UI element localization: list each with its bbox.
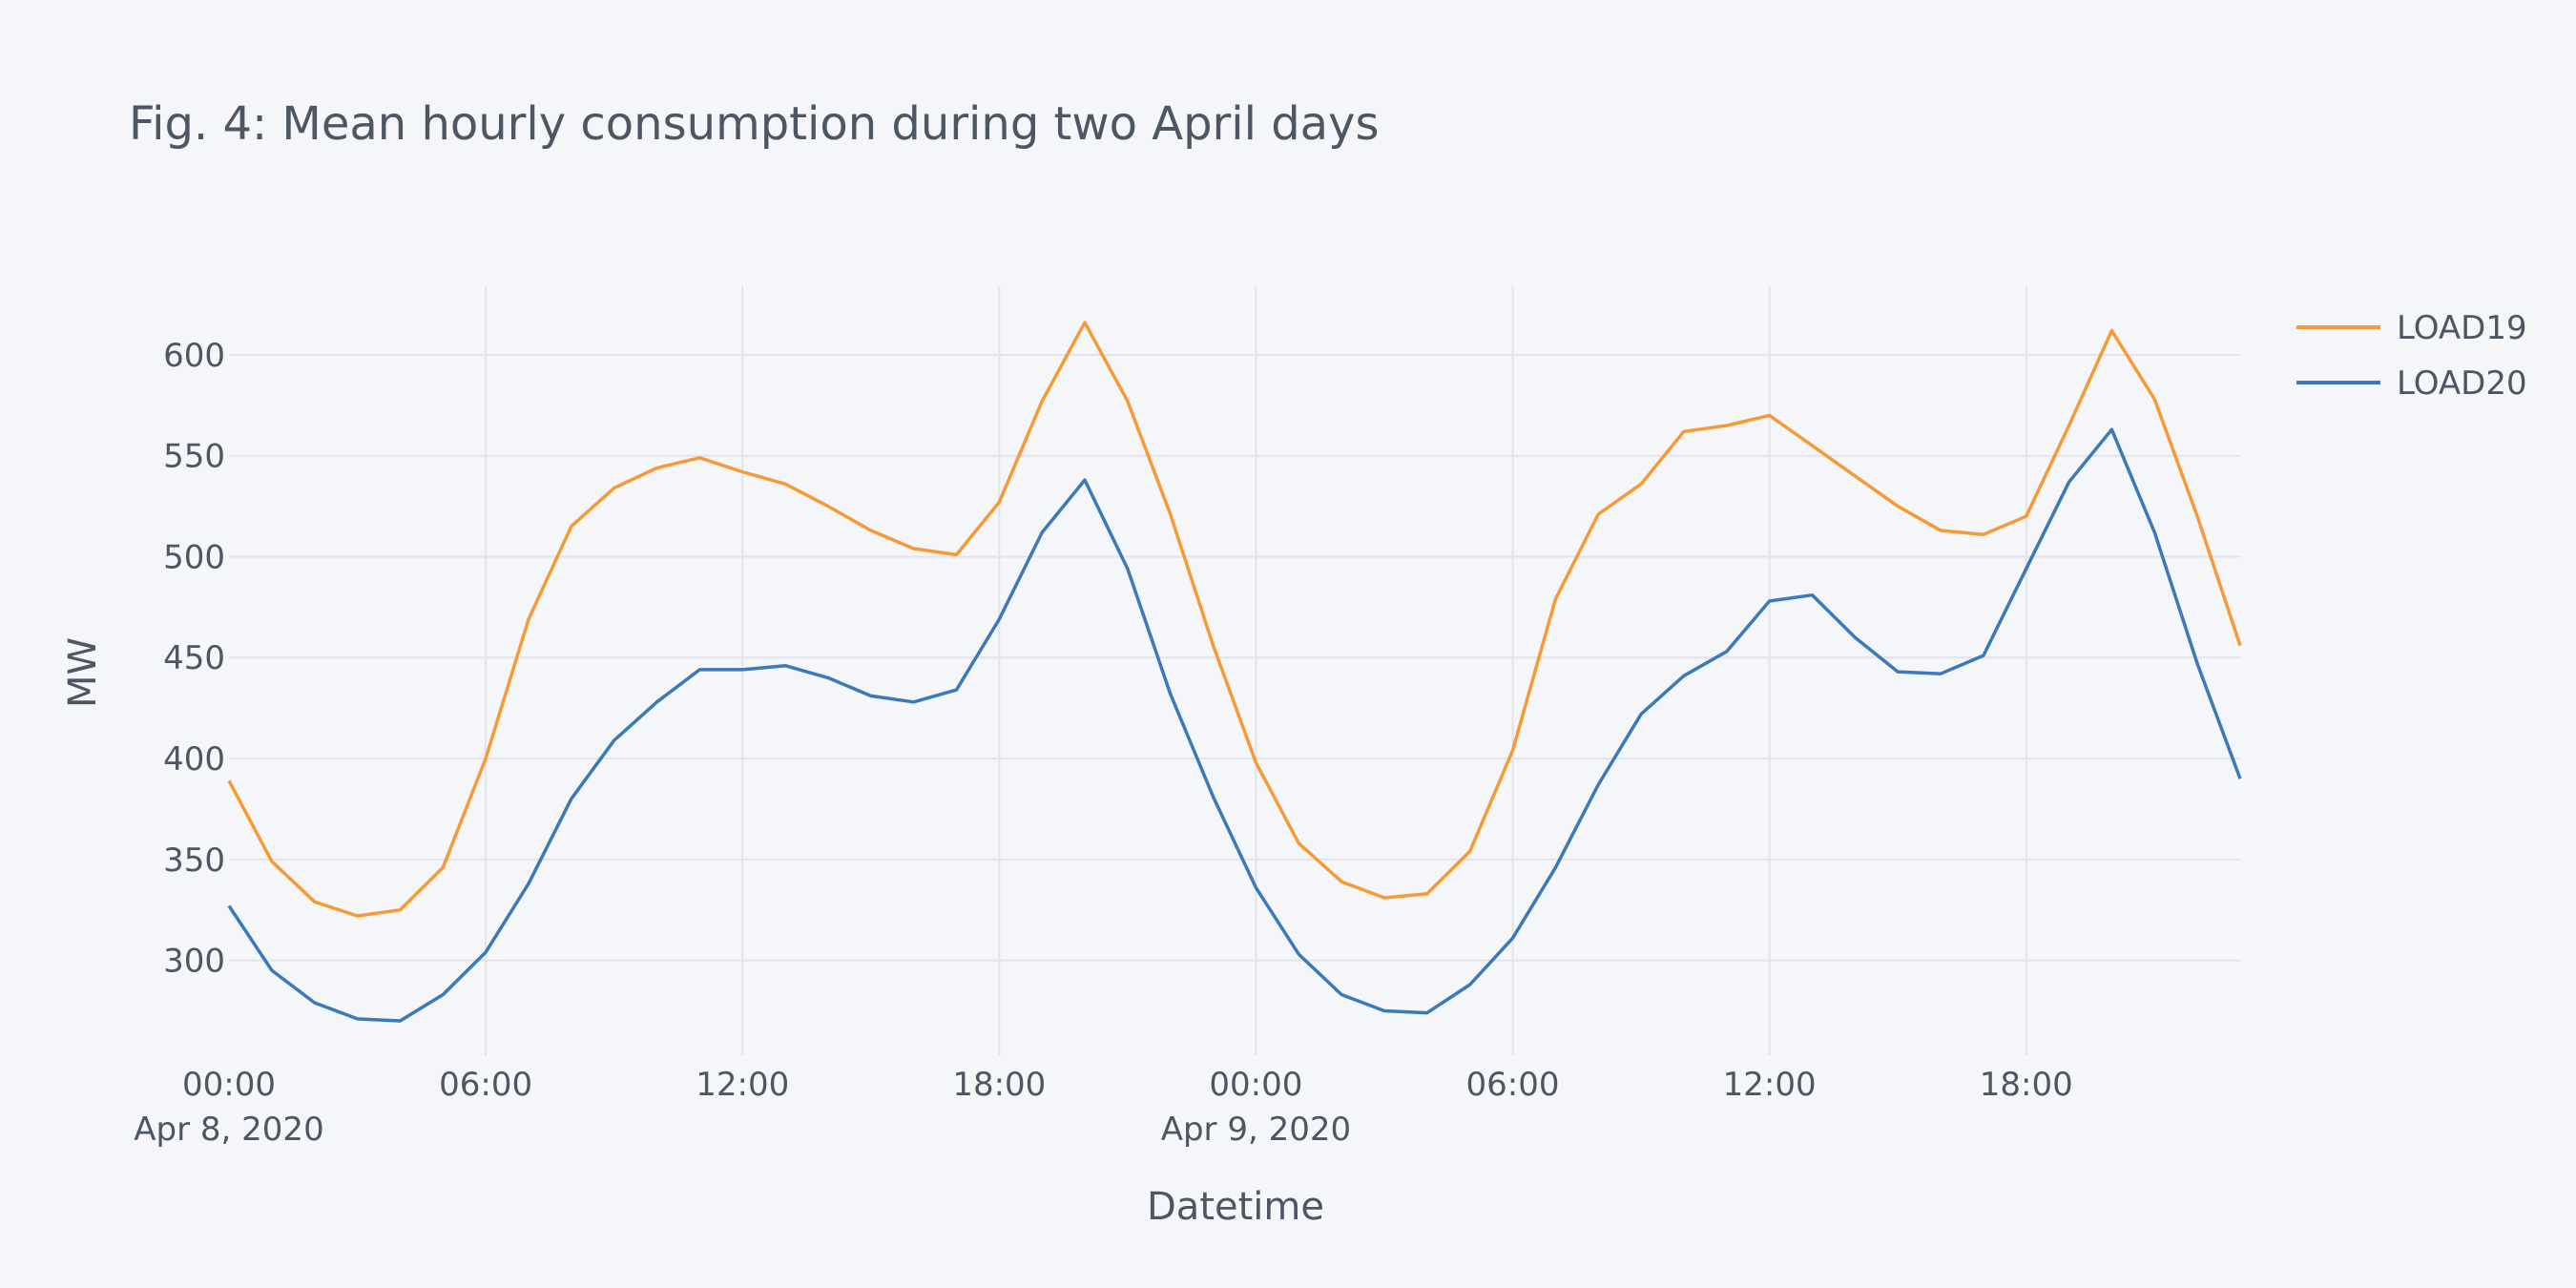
y-tick-label: 450 xyxy=(163,639,225,677)
y-tick-label: 500 xyxy=(163,538,225,576)
chart-title: Fig. 4: Mean hourly consumption during t… xyxy=(129,97,1380,151)
y-gridlines xyxy=(229,353,2240,962)
series-line-load20 xyxy=(227,427,2242,1023)
x-tick-label: 18:00 xyxy=(952,1066,1046,1104)
x-tick-label: 06:00 xyxy=(439,1066,532,1104)
legend-label-load20: LOAD20 xyxy=(2397,364,2527,403)
y-tick-label: 600 xyxy=(163,337,225,375)
x-tick-label: 12:00 xyxy=(696,1066,789,1104)
x-axis-ticks: 00:00 Apr 8, 2020 06:00 12:00 18:00 00:00 Apr … xyxy=(134,1066,2072,1149)
y-tick-label: 550 xyxy=(163,438,225,476)
y-axis-title: MW xyxy=(61,637,105,708)
x-tick-label: 00:00 xyxy=(1209,1066,1302,1104)
y-tick-label: 300 xyxy=(163,943,225,981)
series-lines xyxy=(227,321,2242,1023)
legend-label-load19: LOAD19 xyxy=(2397,309,2527,347)
x-axis-title: Datetime xyxy=(1147,1185,1324,1229)
legend: LOAD19 LOAD20 xyxy=(2296,309,2527,403)
x-tick-label: 00:00 xyxy=(182,1066,276,1104)
series-line-load19 xyxy=(227,321,2242,918)
y-axis-ticks: 300 350 400 450 500 550 600 xyxy=(163,337,225,981)
x-tick-label: 12:00 xyxy=(1723,1066,1817,1104)
x-tick-label: 06:00 xyxy=(1466,1066,1560,1104)
y-tick-label: 400 xyxy=(163,740,225,779)
y-tick-label: 350 xyxy=(163,841,225,880)
x-tick-label: 18:00 xyxy=(1980,1066,2073,1104)
x-tick-date-label: Apr 9, 2020 xyxy=(1161,1111,1351,1149)
x-tick-date-label: Apr 8, 2020 xyxy=(134,1111,323,1149)
